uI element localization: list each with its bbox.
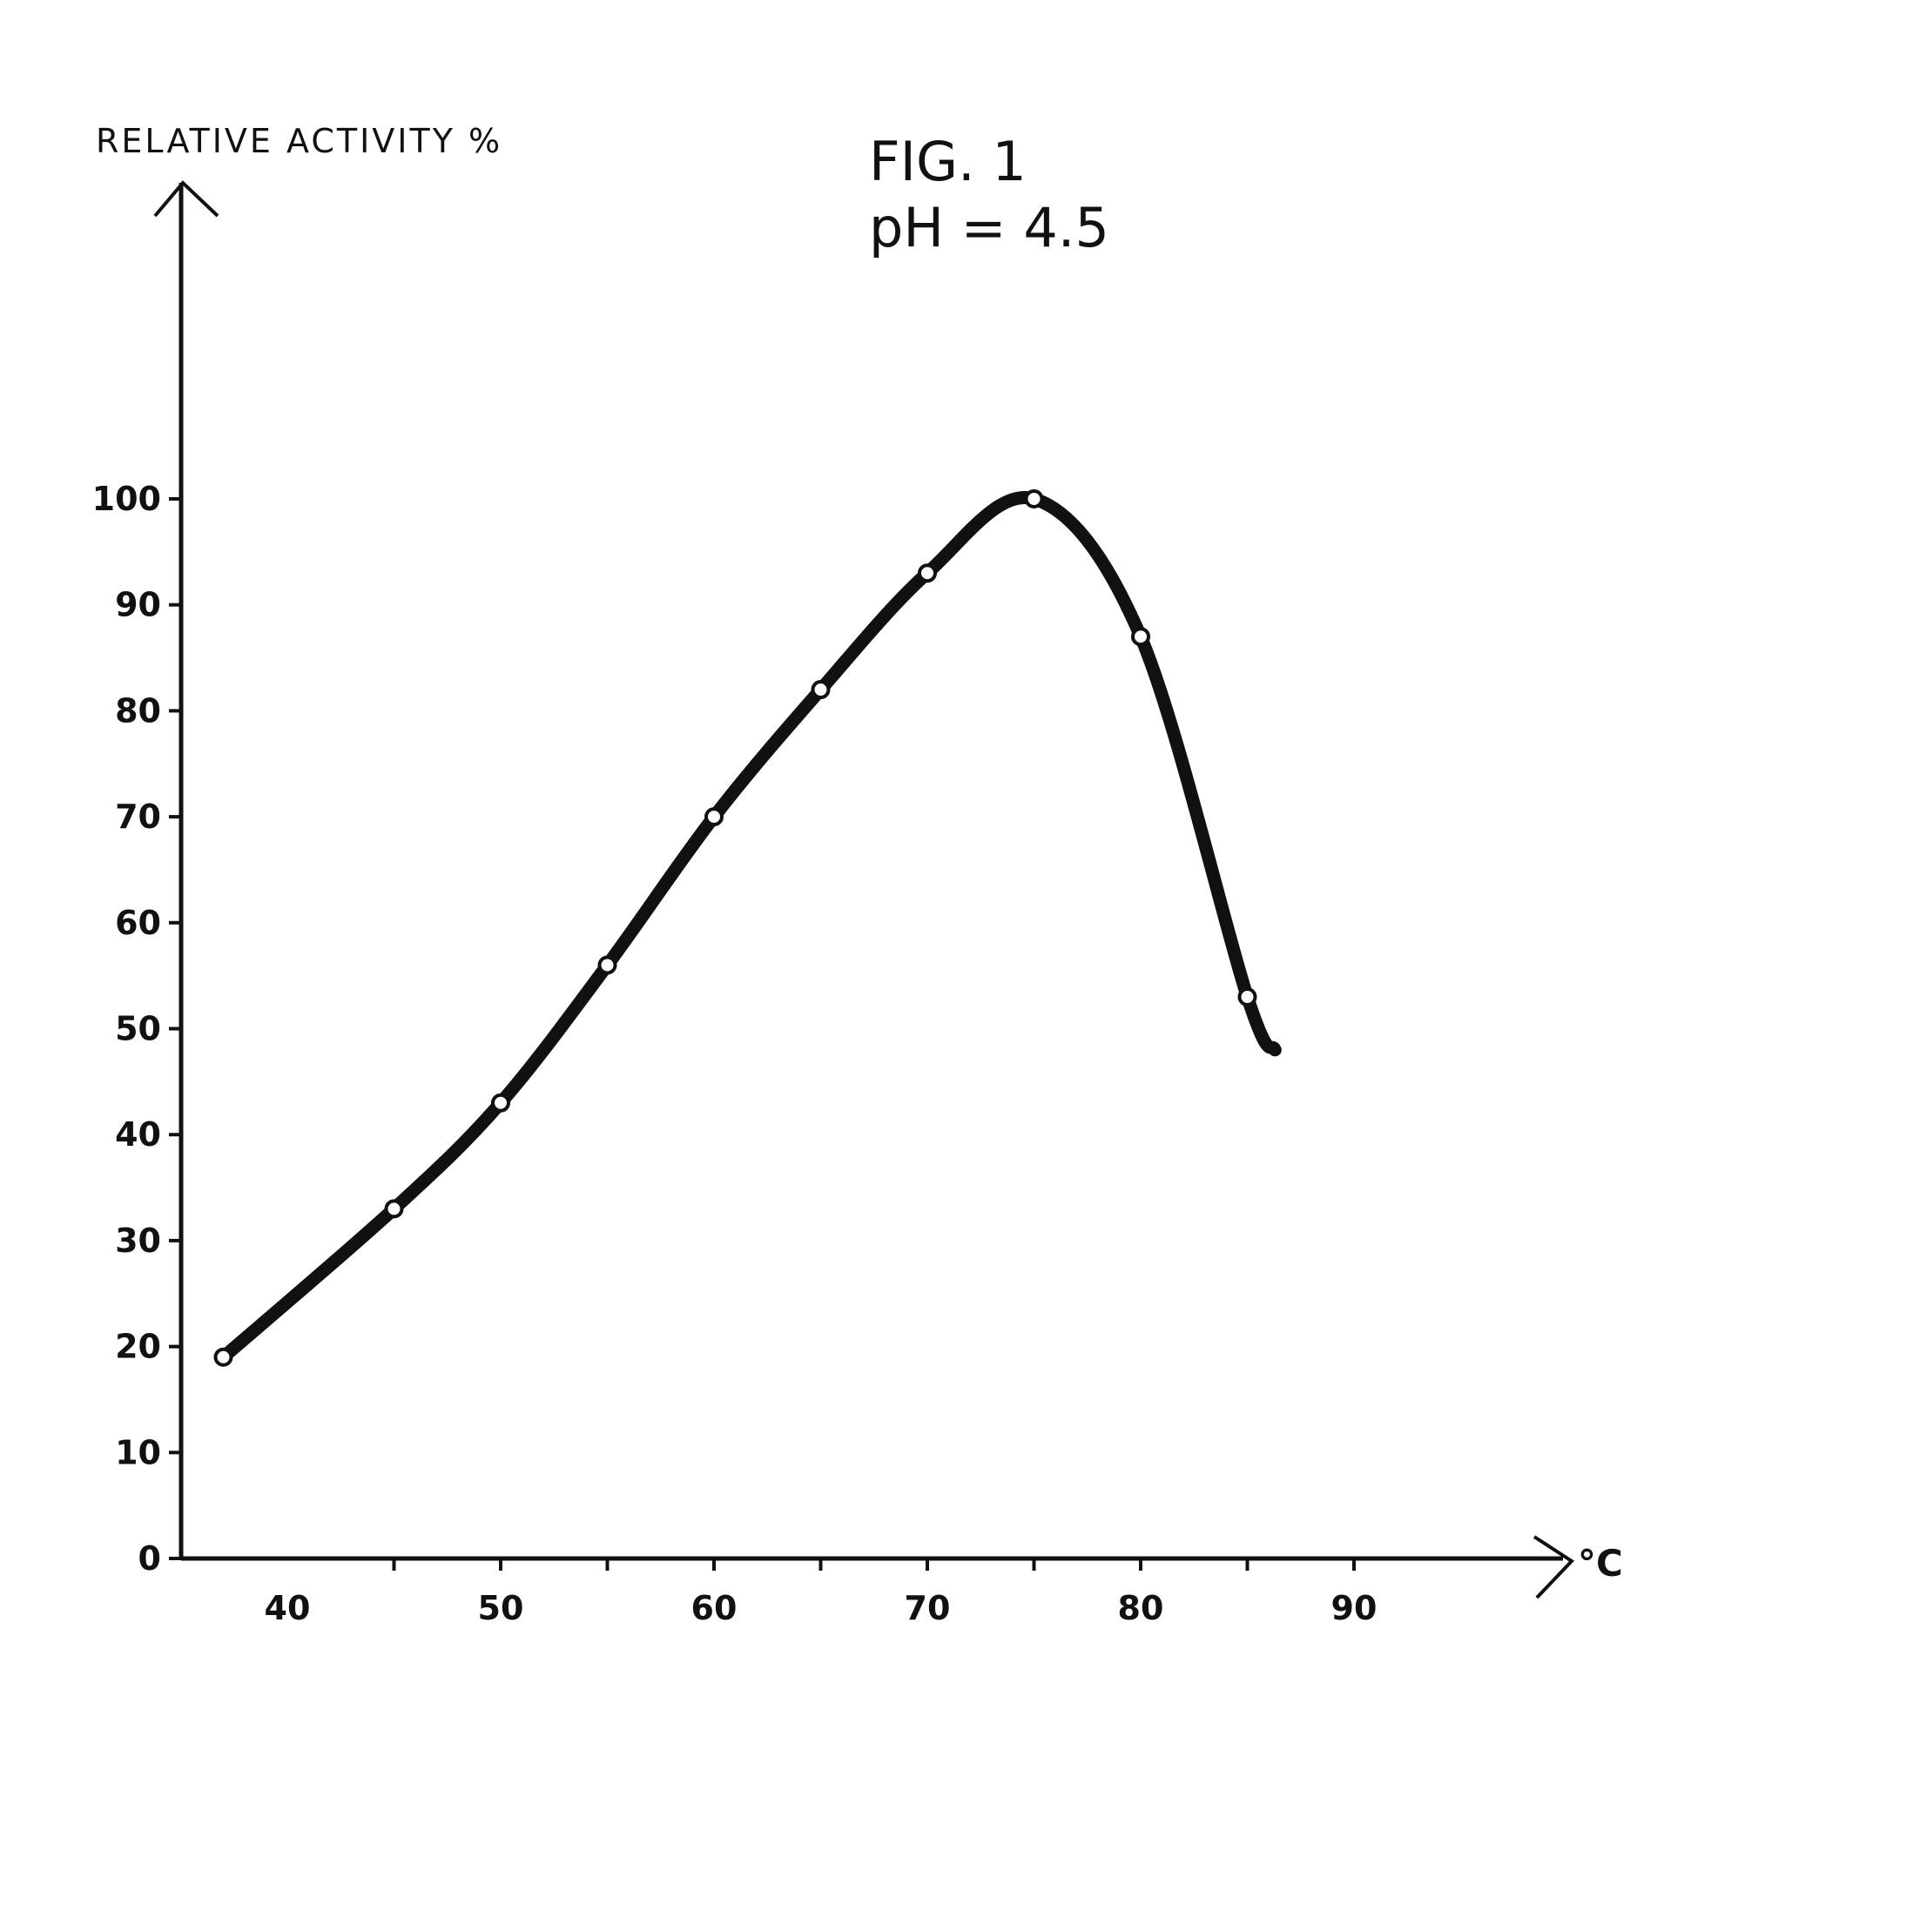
x-tick-label-50: 50 (478, 1589, 524, 1627)
x-tick-label-40: 40 (265, 1589, 311, 1627)
x-tick-label-80: 80 (1118, 1589, 1164, 1627)
y-axis-label: RELATIVE ACTIVITY % (96, 122, 502, 160)
x-tick-label-70: 70 (905, 1589, 951, 1627)
data-point-60 (704, 807, 724, 827)
y-tick-label-20: 20 (115, 1328, 161, 1366)
y-tick-label-50: 50 (115, 1010, 161, 1048)
y-axis-arrowhead (153, 180, 219, 218)
x-tick-label-90: 90 (1331, 1589, 1377, 1627)
chart-title: FIG. 1 (869, 130, 1027, 193)
chart-subtitle: pH = 4.5 (869, 196, 1109, 259)
x-axis-arrowhead (1532, 1535, 1575, 1599)
x-tick-label-60: 60 (691, 1589, 738, 1627)
data-point-70 (918, 563, 937, 583)
y-tick-label-10: 10 (115, 1433, 161, 1471)
data-points (213, 489, 1257, 1367)
data-point-50 (491, 1093, 510, 1113)
y-tick-label-40: 40 (115, 1115, 161, 1154)
y-tick-label-60: 60 (115, 904, 161, 942)
data-point-45 (384, 1199, 404, 1219)
data-point-80 (1131, 627, 1150, 647)
y-tick-label-80: 80 (115, 691, 161, 730)
y-ticks: 0 10 20 30 40 50 60 70 80 90 100 (92, 480, 181, 1578)
y-tick-label-90: 90 (115, 586, 161, 624)
data-point-65 (811, 680, 831, 700)
y-tick-label-0: 0 (138, 1539, 161, 1578)
data-point-75 (1024, 489, 1044, 508)
y-tick-label-70: 70 (115, 798, 161, 836)
data-point-37 (213, 1347, 233, 1367)
x-ticks: 40 50 60 70 80 90 (265, 1558, 1377, 1627)
axes (153, 180, 1575, 1599)
data-point-55 (597, 955, 617, 975)
x-axis-label: °C (1578, 1542, 1623, 1585)
data-point-85 (1237, 986, 1257, 1006)
series-line (217, 490, 1282, 1364)
y-tick-label-30: 30 (115, 1222, 161, 1260)
y-tick-label-100: 100 (92, 480, 161, 518)
